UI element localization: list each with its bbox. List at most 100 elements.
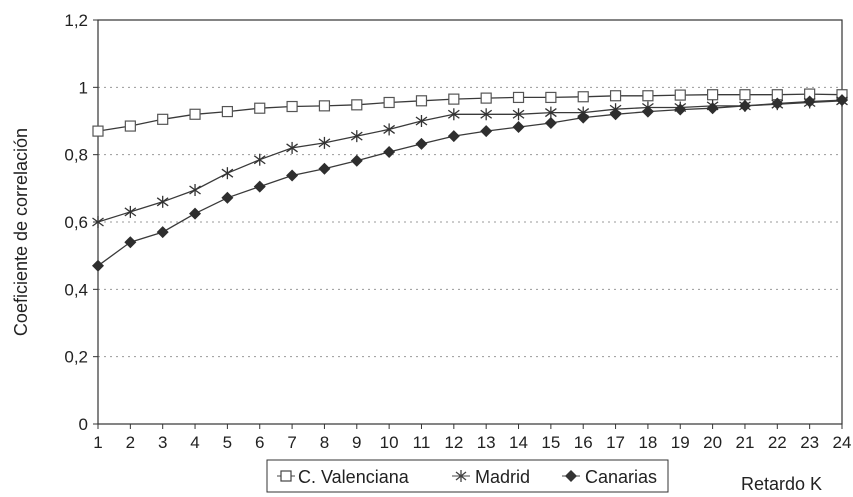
data-point (609, 108, 622, 121)
data-point (512, 91, 525, 104)
x-tick-label: 5 (223, 433, 232, 452)
y-tick-label: 0,2 (64, 348, 88, 367)
data-point (189, 108, 201, 120)
x-tick-label: 19 (671, 433, 690, 452)
legend-star-icon (455, 470, 467, 482)
data-point (738, 99, 751, 112)
series-line-madrid (97, 100, 843, 223)
data-point (739, 89, 751, 101)
data-point (253, 180, 266, 193)
legend-label-madrid: Madrid (475, 467, 530, 487)
x-tick-label: 3 (158, 433, 167, 452)
data-point (642, 90, 654, 102)
data-point (156, 195, 169, 208)
x-tick-label: 7 (287, 433, 296, 452)
data-point (124, 205, 137, 218)
x-tick-label: 20 (703, 433, 722, 452)
data-point (480, 92, 492, 104)
x-tick-label: 4 (190, 433, 199, 452)
legend-diamond-icon (565, 470, 577, 482)
data-point (544, 117, 557, 130)
x-tick-label: 10 (380, 433, 399, 452)
data-point (383, 96, 395, 109)
x-tick-label: 23 (800, 433, 819, 452)
data-point (318, 100, 331, 112)
data-point (544, 106, 557, 119)
data-point (674, 89, 686, 101)
data-point (383, 145, 396, 158)
x-tick-label: 6 (255, 433, 264, 452)
series-layer (92, 88, 848, 272)
y-axis-label: Coeficiente de correlación (11, 128, 31, 336)
data-point (318, 162, 331, 175)
x-tick-label: 13 (477, 433, 496, 452)
x-tick-label: 1 (93, 433, 102, 452)
y-tick-label: 0,6 (64, 213, 88, 232)
x-tick-label: 17 (606, 433, 625, 452)
data-point (771, 97, 784, 110)
data-point (318, 136, 331, 149)
data-point (189, 207, 202, 220)
x-tick-label: 2 (126, 433, 135, 452)
data-point (641, 105, 654, 118)
data-point (707, 89, 719, 101)
x-tick-label: 18 (638, 433, 657, 452)
data-point (124, 236, 137, 249)
data-point (836, 94, 848, 107)
series-canarias (92, 94, 848, 272)
data-point (254, 102, 266, 114)
x-tick-label: 21 (735, 433, 754, 452)
x-tick-label: 11 (413, 433, 431, 452)
data-point (350, 130, 363, 143)
data-point (156, 226, 169, 239)
data-point (92, 259, 104, 272)
legend-label-canarias: Canarias (585, 467, 657, 487)
data-point (415, 137, 428, 150)
y-tick-label: 1,2 (64, 11, 88, 30)
data-point (609, 90, 622, 102)
data-point (286, 141, 298, 154)
data-point (221, 167, 234, 180)
x-tick-label: 8 (320, 433, 329, 452)
data-point (577, 111, 590, 124)
x-tick-label: 15 (541, 433, 560, 452)
data-point (221, 191, 234, 204)
legend-label-c-valenciana: C. Valenciana (298, 467, 410, 487)
x-tick-label: 12 (444, 433, 463, 452)
x-tick-label: 16 (574, 433, 593, 452)
data-point (221, 105, 233, 118)
data-point (545, 91, 557, 104)
data-point (447, 108, 460, 121)
data-point (350, 154, 363, 167)
x-axis: 1 2 3 4 5 6 7 8 9 10 11 12 13 14 15 16 17 18 19 20 21 22 23 24 (93, 424, 851, 452)
data-point (286, 100, 298, 113)
x-tick-label: 9 (352, 433, 361, 452)
data-point (512, 108, 525, 121)
data-point (447, 130, 460, 143)
data-point (480, 108, 493, 121)
x-tick-label: 14 (509, 433, 528, 452)
y-tick-label: 0 (79, 415, 88, 434)
data-point (480, 125, 493, 138)
legend-item-madrid: Madrid (452, 467, 530, 487)
data-point (253, 153, 266, 166)
legend: C. Valenciana Madrid Canarias (266, 459, 669, 493)
legend-item-canarias: Canarias (562, 467, 657, 487)
legend-item-c-valenciana: C. Valenciana (277, 467, 410, 487)
data-point (803, 95, 816, 108)
data-point (415, 95, 428, 107)
data-point (92, 216, 104, 228)
data-point (124, 120, 136, 132)
grid-lines (98, 86, 842, 358)
data-point (286, 169, 299, 182)
legend-square-icon (280, 470, 292, 482)
data-point (351, 99, 363, 111)
data-point (189, 184, 201, 197)
x-tick-label: 24 (833, 433, 852, 452)
data-point (674, 103, 687, 116)
data-point (448, 93, 460, 105)
data-point (383, 123, 396, 136)
data-point (157, 113, 169, 125)
